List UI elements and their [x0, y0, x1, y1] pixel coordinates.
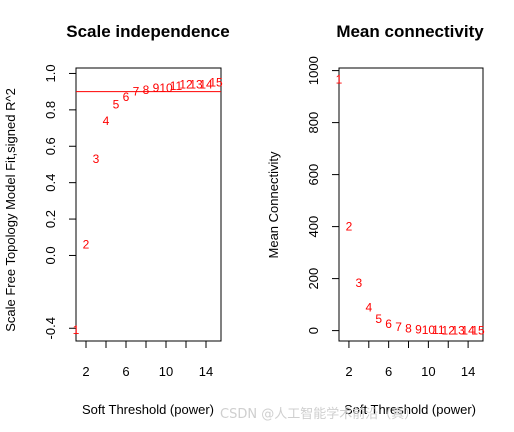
y-axis-label: Mean Connectivity [266, 151, 281, 258]
scale-independence-panel: Scale independence Soft Threshold (power)… [3, 22, 230, 417]
x-tick-label: 10 [421, 364, 435, 379]
data-point-label: 12 [179, 77, 193, 91]
data-point-label: 7 [133, 85, 140, 99]
data-point-label: 2 [346, 220, 353, 234]
y-tick-label: 0.4 [43, 174, 58, 192]
x-tick-label: 6 [385, 364, 392, 379]
data-point-label: 8 [143, 83, 150, 97]
chart-title: Mean connectivity [336, 22, 484, 41]
data-point-label: 7 [395, 320, 402, 334]
x-tick-label: 6 [122, 364, 129, 379]
data-point-label: 10 [422, 323, 436, 337]
y-tick-label: 1.0 [43, 64, 58, 82]
data-point-label: 9 [415, 322, 422, 336]
data-point-label: 12 [442, 323, 456, 337]
y-tick-label: 1000 [306, 56, 321, 85]
x-axis-label: Soft Threshold (power) [344, 402, 476, 417]
data-point-label: 2 [83, 238, 90, 252]
y-tick-label: 0.0 [43, 246, 58, 264]
data-point-label: 4 [365, 301, 372, 315]
x-tick-label: 14 [199, 364, 213, 379]
x-tick-label: 14 [461, 364, 475, 379]
y-tick-label: 0.6 [43, 137, 58, 155]
y-tick-label: 0 [306, 327, 321, 334]
data-point-label: 11 [432, 323, 445, 337]
y-tick-label: 600 [306, 164, 321, 186]
data-point-label: 3 [93, 152, 100, 166]
data-point-label: 5 [375, 312, 382, 326]
data-point-label: 1 [336, 73, 343, 87]
data-point-label: 13 [189, 77, 203, 91]
plot-frame [338, 67, 484, 342]
data-point-label: 10 [159, 81, 173, 95]
x-tick-label: 2 [345, 364, 352, 379]
x-axis-label: Soft Threshold (power) [82, 402, 214, 417]
x-tick-label: 10 [159, 364, 173, 379]
y-tick-label: -0.4 [43, 317, 58, 339]
data-point-label: 1 [73, 323, 80, 337]
y-tick-label: 0.2 [43, 210, 58, 228]
mean-connectivity-panel: Mean connectivity Soft Threshold (power) M… [266, 22, 485, 417]
data-point-label: 13 [451, 323, 465, 337]
data-point-label: 11 [170, 79, 183, 93]
y-tick-label: 200 [306, 268, 321, 290]
data-point-label: 6 [123, 90, 130, 104]
data-point-label: 14 [461, 323, 475, 337]
y-tick-label: 400 [306, 216, 321, 238]
data-point-label: 6 [385, 317, 392, 331]
y-axis-label: Scale Free Topology Model Fit,signed R^2 [3, 88, 18, 332]
x-tick-label: 2 [82, 364, 89, 379]
y-tick-label: 0.8 [43, 101, 58, 119]
data-point-label: 4 [103, 114, 110, 128]
data-point-label: 5 [113, 97, 120, 111]
data-point-label: 15 [209, 76, 223, 90]
data-point-label: 8 [405, 322, 412, 336]
chart-title: Scale independence [66, 22, 229, 41]
data-point-label: 15 [471, 323, 485, 337]
plot-frame [75, 67, 222, 342]
data-point-label: 9 [153, 81, 160, 95]
data-point-label: 14 [199, 77, 213, 91]
watermark: CSDN @人工智能学术前沿（真） [220, 406, 417, 422]
data-point-label: 3 [356, 276, 363, 290]
y-tick-label: 800 [306, 112, 321, 134]
